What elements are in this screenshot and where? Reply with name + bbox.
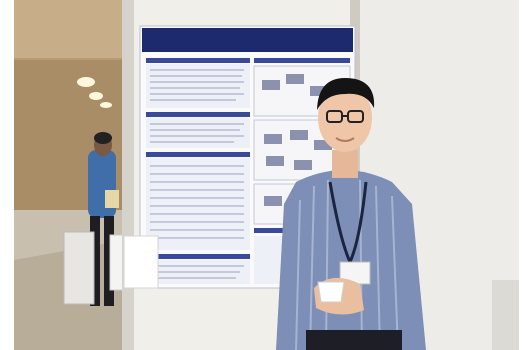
presenter: [276, 78, 426, 350]
trousers: [306, 330, 402, 350]
face: [318, 84, 372, 152]
smile: [335, 137, 355, 142]
note-paper: [123, 235, 159, 289]
shirt-stripes: [295, 179, 399, 350]
poster-title: [142, 28, 352, 52]
poster-text-lines: [150, 69, 244, 279]
photo-frame: [14, 0, 519, 350]
coffee-cup: [317, 281, 345, 303]
hair: [317, 78, 375, 110]
poster-figures: [262, 74, 332, 206]
glasses: [326, 110, 364, 123]
board-frame-left: [122, 0, 134, 350]
poster-header: [142, 28, 353, 52]
poster-session-photo: [14, 0, 519, 350]
ceiling-panel: [14, 0, 126, 58]
neck: [332, 150, 358, 178]
poster-left-column: [146, 58, 250, 284]
right-partition: [492, 280, 519, 350]
background-person: [88, 132, 119, 306]
sign-stand: [63, 231, 95, 305]
ceiling-lights: [77, 77, 112, 108]
